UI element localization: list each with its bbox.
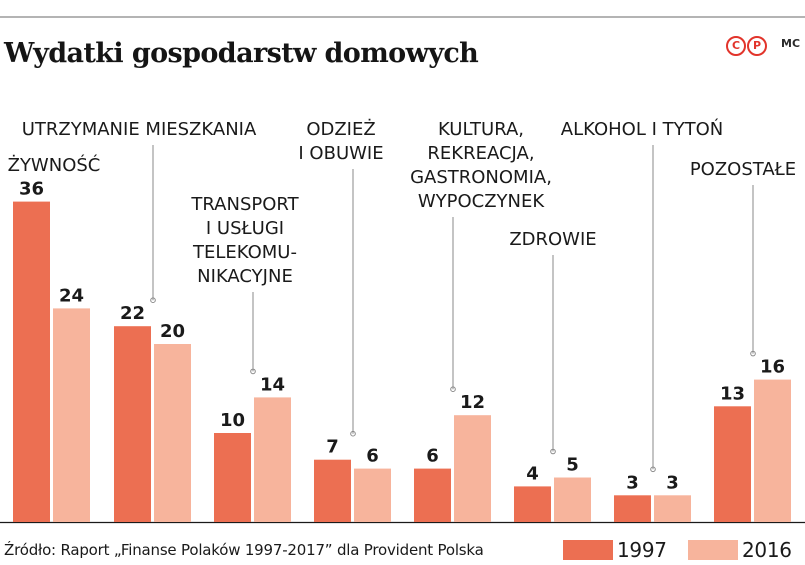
leader-dot (550, 448, 556, 455)
category-label: TRANSPORT (190, 194, 299, 215)
chart-title: Wydatki gospodarstw domowych (4, 38, 479, 69)
logo-p-icon: P (747, 36, 767, 56)
data-label-1997: 4 (526, 463, 539, 484)
data-label-1997: 3 (626, 472, 639, 493)
category-label: GASTRONOMIA, (410, 167, 552, 188)
bar-1997 (514, 486, 551, 522)
category-label: I USŁUGI (206, 218, 284, 239)
legend-item-2016: 2016 (688, 538, 792, 562)
category-label: NIKACYJNE (197, 266, 293, 287)
leader-dot (450, 386, 456, 393)
data-label-2016: 20 (160, 321, 185, 342)
data-label-1997: 6 (426, 446, 439, 467)
category-label: WYPOCZYNEK (418, 191, 546, 212)
bar-1997 (614, 495, 651, 522)
category-label: UTRZYMANIE MIESZKANIA (22, 119, 257, 140)
data-label-2016: 14 (260, 374, 285, 395)
leader-dot (250, 368, 256, 375)
legend-item-1997: 1997 (563, 538, 667, 562)
data-label-2016: 12 (460, 392, 485, 413)
top-rule (0, 16, 805, 18)
leader-dot (150, 297, 156, 304)
category-label: ZDROWIE (509, 229, 596, 250)
category-label: ODZIEŻ (306, 119, 375, 140)
bar-1997 (114, 326, 151, 522)
category-label: ALKOHOL I TYTOŃ (561, 118, 723, 140)
legend-label-2016: 2016 (742, 538, 792, 562)
bar-1997 (714, 406, 751, 522)
category-label: KULTURA, (438, 119, 524, 140)
bar-1997 (13, 201, 50, 522)
bar-2016 (754, 379, 791, 522)
category-label: REKREACJA, (427, 143, 534, 164)
data-label-2016: 16 (760, 357, 785, 378)
bar-1997 (314, 459, 351, 522)
category-label: I OBUWIE (298, 143, 383, 164)
source-note: Źródło: Raport „Finanse Polaków 1997-201… (4, 541, 484, 559)
legend-swatch-1997 (563, 540, 613, 560)
bar-1997 (414, 468, 451, 522)
data-label-1997: 10 (220, 410, 245, 431)
bar-1997 (214, 433, 251, 522)
data-label-1997: 7 (326, 437, 339, 458)
leader-dot (750, 350, 756, 357)
legend-swatch-2016 (688, 540, 738, 560)
data-label-1997: 36 (19, 179, 44, 200)
category-label: TELEKOMU- (192, 242, 297, 263)
legend-label-1997: 1997 (617, 538, 667, 562)
publisher-logo: C P (726, 36, 767, 56)
bar-2016 (554, 477, 591, 522)
data-label-2016: 5 (566, 455, 579, 476)
category-label: ŻYWNOŚĆ (8, 154, 101, 176)
data-label-1997: 13 (720, 383, 745, 404)
data-label-1997: 22 (120, 303, 145, 324)
leader-dot (650, 466, 656, 473)
author-initials: MC (781, 37, 801, 50)
data-label-2016: 3 (666, 472, 679, 493)
bar-2016 (154, 344, 191, 522)
data-label-2016: 6 (366, 446, 379, 467)
bar-2016 (53, 308, 90, 522)
bar-2016 (454, 415, 491, 522)
category-label: POZOSTAŁE (690, 159, 796, 180)
data-label-2016: 24 (59, 285, 84, 306)
leader-dot (350, 430, 356, 437)
logo-c-icon: C (726, 36, 746, 56)
bar-2016 (354, 468, 391, 522)
bar-2016 (254, 397, 291, 522)
bar-2016 (654, 495, 691, 522)
